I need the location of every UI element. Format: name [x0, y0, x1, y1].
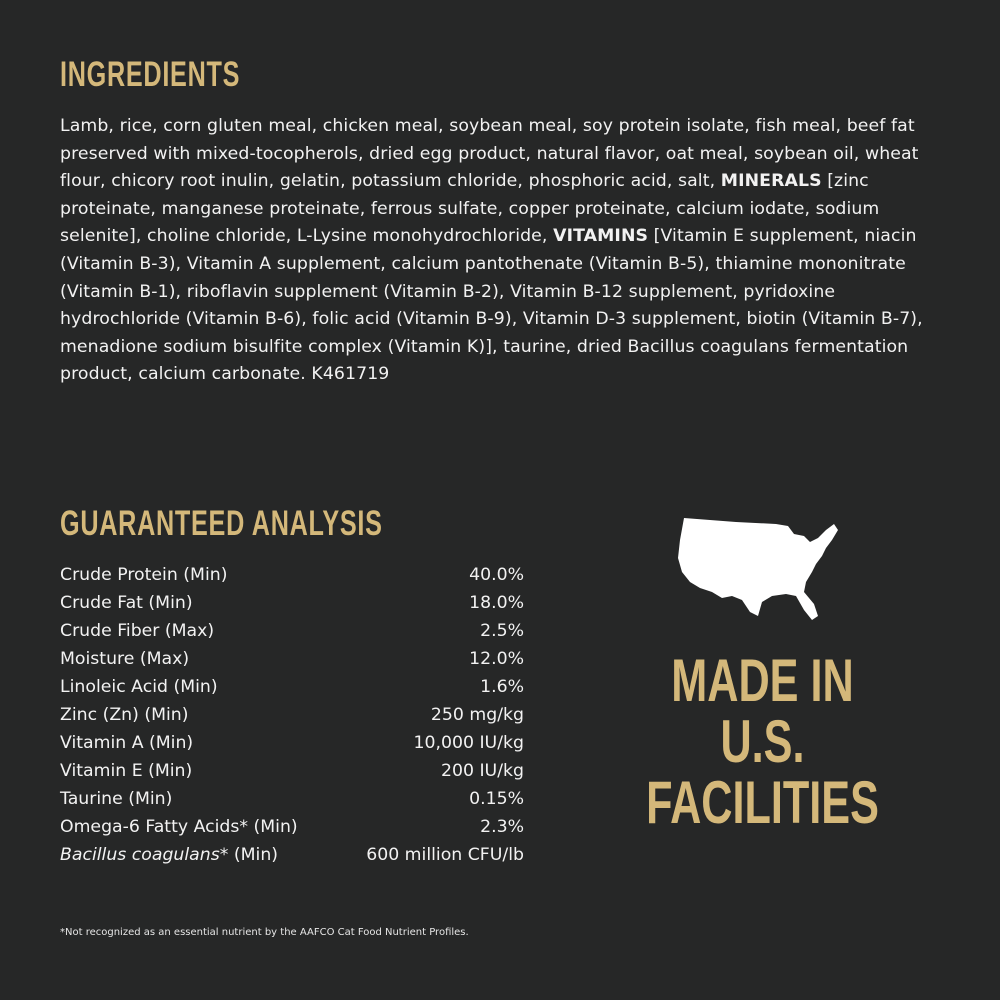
analysis-table: Crude Protein (Min) 40.0% Crude Fat (Min)… [60, 561, 524, 869]
badge-line: FACILITIES [646, 769, 879, 836]
analysis-row: Vitamin E (Min) 200 IU/kg [60, 757, 524, 785]
row-value: 1.6% [480, 677, 524, 697]
guaranteed-analysis-title: GUARANTEED ANALYSIS [60, 504, 383, 543]
row-value: 200 IU/kg [440, 761, 524, 781]
ingredients-title: INGREDIENTS [60, 55, 241, 94]
row-label-italic: Bacillus coagulans [60, 845, 220, 865]
ingredients-part: [Vitamin E supplement, niacin (Vitamin B… [60, 226, 923, 385]
row-value: 2.5% [480, 621, 524, 641]
analysis-row: Moisture (Max) 12.0% [60, 645, 524, 673]
ingredients-text: Lamb, rice, corn gluten meal, chicken me… [60, 113, 945, 389]
ingredients-part: [zinc proteinate, manganese proteinate, … [60, 171, 880, 247]
row-label: Crude Fat (Min) [60, 593, 193, 613]
analysis-row: Bacillus coagulans* (Min) 600 million CFU… [60, 841, 524, 869]
vitamins-label: VITAMINS [553, 226, 649, 247]
row-label: Zinc (Zn) (Min) [60, 705, 189, 725]
ingredients-part: Lamb, rice, corn gluten meal, chicken me… [60, 116, 919, 192]
row-value: 250 mg/kg [430, 705, 524, 725]
row-label: Omega-6 Fatty Acids* (Min) [60, 817, 298, 837]
row-value: 18.0% [469, 593, 524, 613]
analysis-row: Vitamin A (Min) 10,000 IU/kg [60, 729, 524, 757]
made-in-usa-badge: MADE IN U.S. FACILITIES [600, 650, 925, 833]
row-label: Vitamin E (Min) [60, 761, 193, 781]
row-value: 10,000 IU/kg [413, 733, 524, 753]
analysis-row: Crude Fat (Min) 18.0% [60, 589, 524, 617]
row-label: Linoleic Acid (Min) [60, 677, 218, 697]
analysis-row: Linoleic Acid (Min) 1.6% [60, 673, 524, 701]
minerals-label: MINERALS [720, 171, 822, 192]
row-label: Taurine (Min) [60, 789, 173, 809]
row-value: 0.15% [469, 789, 524, 809]
analysis-row: Crude Protein (Min) 40.0% [60, 561, 524, 589]
row-value: 12.0% [469, 649, 524, 669]
analysis-row: Omega-6 Fatty Acids* (Min) 2.3% [60, 813, 524, 841]
analysis-row: Zinc (Zn) (Min) 250 mg/kg [60, 701, 524, 729]
usa-map-icon [678, 518, 838, 620]
row-label: Bacillus coagulans* (Min) [60, 841, 278, 869]
row-value: 40.0% [469, 565, 524, 585]
row-label: Crude Protein (Min) [60, 565, 228, 585]
footnote: *Not recognized as an essential nutrient… [60, 927, 469, 938]
row-label: Crude Fiber (Max) [60, 621, 215, 641]
analysis-row: Crude Fiber (Max) 2.5% [60, 617, 524, 645]
row-label: Vitamin A (Min) [60, 733, 194, 753]
row-value: 2.3% [480, 817, 524, 837]
row-label-rest: * (Min) [219, 845, 279, 865]
badge-line: U.S. [720, 708, 805, 775]
row-value: 600 million CFU/lb [366, 845, 524, 865]
badge-line: MADE IN [671, 647, 854, 714]
row-label: Moisture (Max) [60, 649, 190, 669]
analysis-row: Taurine (Min) 0.15% [60, 785, 524, 813]
